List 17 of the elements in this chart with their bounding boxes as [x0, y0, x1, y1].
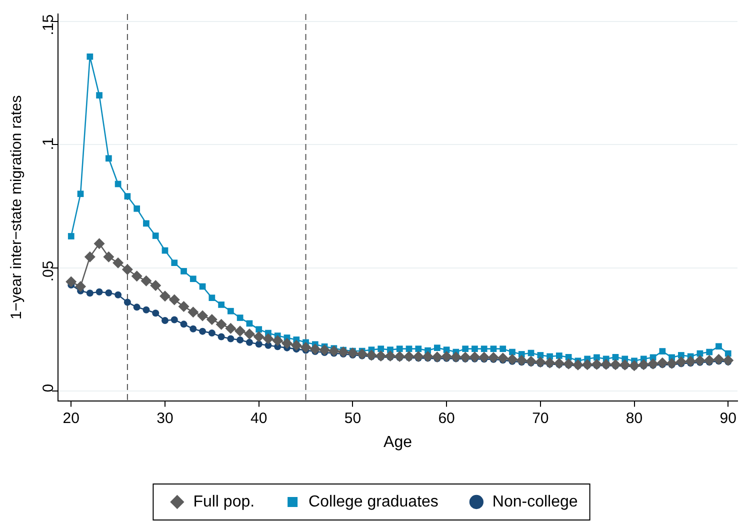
- x-tick-label: 90: [720, 410, 736, 427]
- x-tick-label: 40: [250, 410, 268, 427]
- y-tick-label: .1: [40, 138, 58, 150]
- y-tick-label: .15: [40, 14, 58, 36]
- x-tick-label: 50: [344, 410, 362, 427]
- x-tick-label: 80: [626, 410, 643, 427]
- x-tick-label: 60: [438, 410, 455, 427]
- x-tick-label: 20: [62, 410, 80, 427]
- x-tick-label: 30: [156, 410, 174, 427]
- x-tick-label: 70: [532, 410, 549, 427]
- y-tick-label: 0: [40, 384, 58, 392]
- y-axis-title: 1−year inter−state migration rates: [8, 95, 26, 320]
- x-axis-title: Age: [384, 434, 412, 451]
- y-tick-label: .05: [40, 260, 58, 282]
- legend-label: College graduates: [308, 493, 438, 510]
- legend-label: Non-college: [492, 493, 578, 510]
- legend-label: Full pop.: [193, 493, 255, 510]
